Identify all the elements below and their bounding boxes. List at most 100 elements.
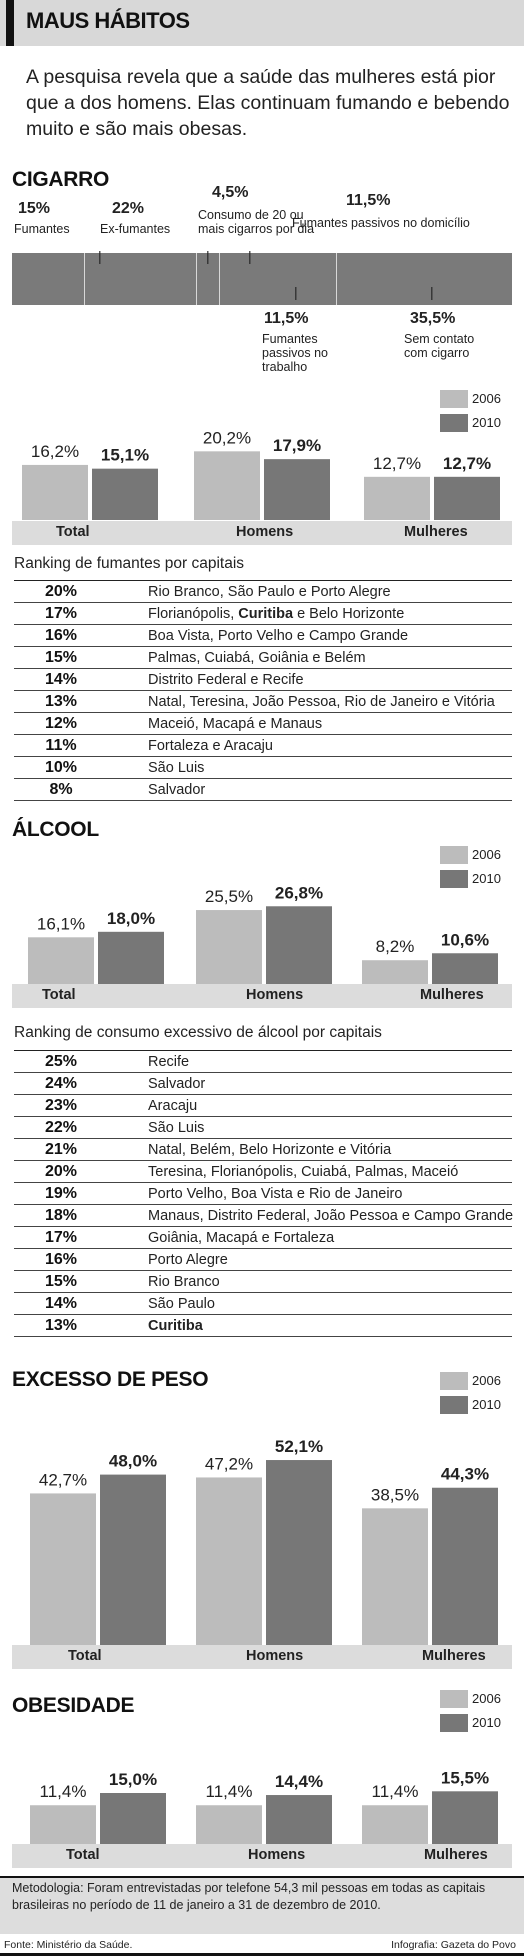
rank-percent: 24%	[44, 1075, 78, 1092]
marker-ex-fumantes: |	[98, 248, 102, 264]
chart-cigarro: 16,2% 20,2% 12,7% 15,1% 17,9% 12,7%	[22, 428, 500, 520]
table-row: 15% Rio Branco	[14, 1271, 512, 1293]
rank-cities: Fortaleza e Aracaju	[148, 738, 273, 754]
bar-2006-homens	[196, 910, 262, 984]
rank-percent: 20%	[44, 583, 78, 600]
bar-2010-mulheres	[432, 1791, 498, 1844]
rank-percent: 18%	[44, 1207, 78, 1224]
table-row: 15% Palmas, Cuiabá, Goiânia e Belém	[14, 647, 512, 669]
rank-percent: 13%	[44, 693, 78, 710]
category-label-homens: Homens	[248, 1847, 306, 1863]
footer-band	[0, 1876, 524, 1934]
section-title-peso: EXCESSO DE PESO	[12, 1368, 209, 1391]
rank-cities: Salvador	[148, 782, 206, 798]
axis-band-alcool: Total Homens Mulheres	[12, 984, 512, 1008]
bar-2006-total	[22, 464, 88, 520]
ranking-alcool-table: 25% Recife 24% Salvador 23% Aracaju 22% São Lui…	[14, 1050, 513, 1337]
bar-2006-homens	[196, 1477, 262, 1645]
data-label-2006-homens: 25,5%	[205, 887, 253, 906]
marker-20-cigarros: |	[206, 248, 210, 264]
title-bar: MAUS HÁBITOS	[0, 0, 524, 46]
bar-2006-mulheres	[362, 1805, 428, 1844]
legend-label-2010: 2010	[472, 1715, 501, 1730]
bar-2006-total	[28, 937, 94, 984]
category-label-total: Total	[66, 1847, 100, 1863]
table-row: 14% Distrito Federal e Recife	[14, 669, 512, 691]
category-label-mulheres: Mulheres	[404, 524, 468, 540]
category-label-mulheres: Mulheres	[422, 1648, 486, 1664]
rank-percent: 12%	[44, 715, 78, 732]
source-text: Fonte: Ministério da Saúde.	[4, 1939, 133, 1951]
rank-cities: Florianópolis, Curitiba e Belo Horizonte	[148, 606, 405, 622]
rank-percent: 10%	[44, 759, 78, 776]
segment-label-20-cigarros: Consumo de 20 ou mais cigarros por dia	[198, 208, 315, 236]
data-label-2010-total: 48,0%	[109, 1452, 157, 1471]
bar-2010-mulheres	[432, 953, 498, 984]
rank-cities: São Paulo	[148, 1296, 215, 1312]
bar-2006-mulheres	[362, 960, 428, 984]
category-label-total: Total	[42, 987, 76, 1003]
segment-divider	[336, 253, 337, 305]
category-label-total: Total	[56, 524, 90, 540]
data-label-2010-mulheres: 44,3%	[441, 1465, 489, 1484]
data-label-2010-total: 15,1%	[101, 446, 149, 465]
data-label-2006-mulheres: 12,7%	[373, 454, 421, 473]
category-label-homens: Homens	[246, 987, 304, 1003]
data-label-2010-mulheres: 12,7%	[443, 454, 491, 473]
table-row: 14% São Paulo	[14, 1293, 512, 1315]
rank-cities: Distrito Federal e Recife	[148, 672, 304, 688]
segment-pct-fumantes: 15%	[18, 200, 51, 217]
legend-swatch-2010	[440, 1396, 468, 1414]
data-label-2006-mulheres: 38,5%	[371, 1485, 419, 1504]
table-row: 21% Natal, Belém, Belo Horizonte e Vitóri…	[14, 1139, 512, 1161]
legend-label-2006: 2006	[472, 391, 501, 406]
rank-cities: Aracaju	[148, 1098, 198, 1114]
legend-swatch-2006	[440, 390, 468, 408]
legend-swatch-2010	[440, 414, 468, 432]
data-label-2006-total: 16,2%	[31, 442, 79, 461]
bar-2010-total	[98, 931, 164, 984]
data-label-2010-homens: 26,8%	[275, 883, 323, 902]
legend-swatch-2006	[440, 846, 468, 864]
data-label-2010-homens: 17,9%	[273, 436, 321, 455]
credit-text: Infografia: Gazeta do Povo	[391, 1939, 516, 1951]
rank-percent: 17%	[44, 605, 78, 622]
axis-band-peso: Total Homens Mulheres	[12, 1645, 512, 1669]
legend-label-2006: 2006	[472, 1373, 501, 1388]
legend-swatch-2006	[440, 1372, 468, 1390]
rank-cities: Recife	[148, 1054, 190, 1070]
rank-percent: 15%	[44, 1273, 78, 1290]
marker-passivo-trabalho: |	[294, 284, 298, 300]
bar-2006-mulheres	[362, 1508, 428, 1645]
data-label-2006-homens: 11,4%	[206, 1782, 253, 1801]
rank-percent: 23%	[44, 1097, 78, 1114]
rank-percent: 19%	[44, 1185, 78, 1202]
table-row: 10% São Luis	[14, 757, 512, 779]
rank-cities: Teresina, Florianópolis, Cuiabá, Palmas,…	[148, 1164, 459, 1180]
ranking-fumantes-table: 20% Rio Branco, São Paulo e Porto Alegre 1…	[14, 580, 512, 801]
table-row: 16% Porto Alegre	[14, 1249, 512, 1271]
bar-2010-homens	[266, 906, 332, 984]
rank-percent: 17%	[44, 1229, 78, 1246]
rank-cities: Natal, Teresina, João Pessoa, Rio de Jan…	[148, 694, 495, 710]
table-row: 17% Florianópolis, Curitiba e Belo Horizo…	[14, 603, 512, 625]
legend-label-2006: 2006	[472, 847, 501, 862]
data-label-2006-homens: 47,2%	[205, 1454, 253, 1473]
bar-2006-total	[30, 1493, 96, 1645]
category-label-total: Total	[68, 1648, 102, 1664]
section-title-alcool: ÁLCOOL	[12, 818, 99, 841]
rank-percent: 22%	[44, 1119, 78, 1136]
rank-percent: 25%	[44, 1053, 78, 1070]
rank-percent: 16%	[44, 627, 78, 644]
bar-2006-total	[30, 1805, 96, 1844]
rank-percent: 14%	[44, 671, 78, 688]
category-label-homens: Homens	[236, 524, 294, 540]
rank-cities: Porto Velho, Boa Vista e Rio de Janeiro	[148, 1186, 403, 1202]
rank-cities: Natal, Belém, Belo Horizonte e Vitória	[148, 1142, 392, 1158]
ranking-fumantes-title: Ranking de fumantes por capitais	[14, 555, 245, 572]
category-label-homens: Homens	[246, 1648, 304, 1664]
legend-swatch-2010	[440, 870, 468, 888]
data-label-2006-total: 11,4%	[40, 1782, 87, 1801]
rank-percent: 20%	[44, 1163, 78, 1180]
segment-pct-20-cigarros: 4,5%	[212, 184, 249, 201]
